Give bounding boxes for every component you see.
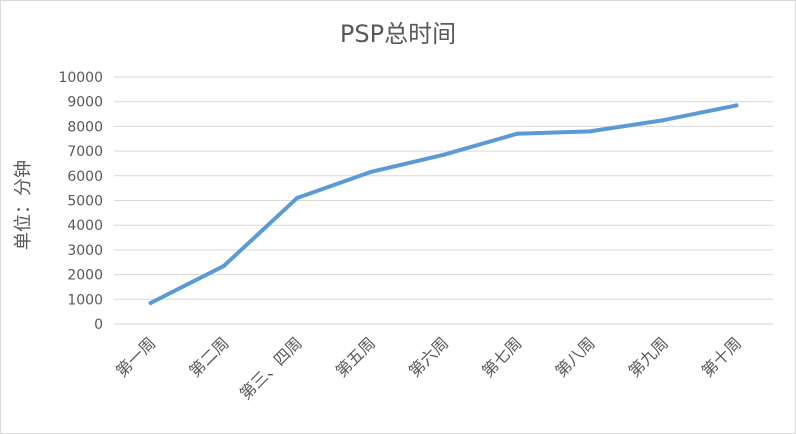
y-tick-label: 5000 bbox=[67, 194, 103, 210]
x-tick-label: 第六周 bbox=[405, 333, 452, 380]
y-tick-label: 6000 bbox=[67, 169, 103, 185]
data-point bbox=[734, 103, 739, 108]
y-tick-label: 8000 bbox=[67, 119, 103, 135]
data-point bbox=[295, 196, 300, 201]
y-tick-label: 7000 bbox=[67, 144, 103, 160]
data-point bbox=[148, 301, 153, 306]
data-point bbox=[368, 170, 373, 175]
data-point bbox=[587, 129, 592, 134]
x-tick-label: 第十周 bbox=[698, 333, 745, 380]
x-tick-label: 第七周 bbox=[478, 333, 525, 380]
y-tick-label: 0 bbox=[94, 317, 103, 333]
y-axis-ticks: 0 1000 2000 3000 4000 5000 6000 7000 8000 9000 100… bbox=[58, 70, 103, 333]
gridlines bbox=[114, 76, 773, 325]
x-tick-label: 第九周 bbox=[625, 333, 672, 380]
x-tick-label: 第二周 bbox=[185, 333, 232, 380]
series-line bbox=[148, 103, 739, 306]
x-tick-label: 第八周 bbox=[551, 333, 598, 380]
x-tick-label: 第五周 bbox=[332, 333, 379, 380]
x-tick-label: 第一周 bbox=[112, 333, 159, 380]
data-point bbox=[514, 131, 519, 136]
data-point bbox=[221, 263, 226, 268]
chart-title: PSP总时间 bbox=[339, 20, 457, 48]
data-point bbox=[661, 118, 666, 123]
y-tick-label: 3000 bbox=[67, 243, 103, 259]
series-group bbox=[148, 103, 739, 306]
y-tick-label: 1000 bbox=[67, 292, 103, 308]
x-axis-ticks: 第一周 第二周 第三、四周 第五周 第六周 第七周 第八周 第九周 第十周 bbox=[112, 333, 745, 403]
y-tick-label: 2000 bbox=[67, 268, 103, 284]
x-tick-label: 第三、四周 bbox=[236, 333, 306, 403]
y-tick-label: 4000 bbox=[67, 218, 103, 234]
y-tick-label: 9000 bbox=[67, 95, 103, 111]
data-point bbox=[441, 152, 446, 157]
y-tick-label: 10000 bbox=[58, 70, 103, 86]
